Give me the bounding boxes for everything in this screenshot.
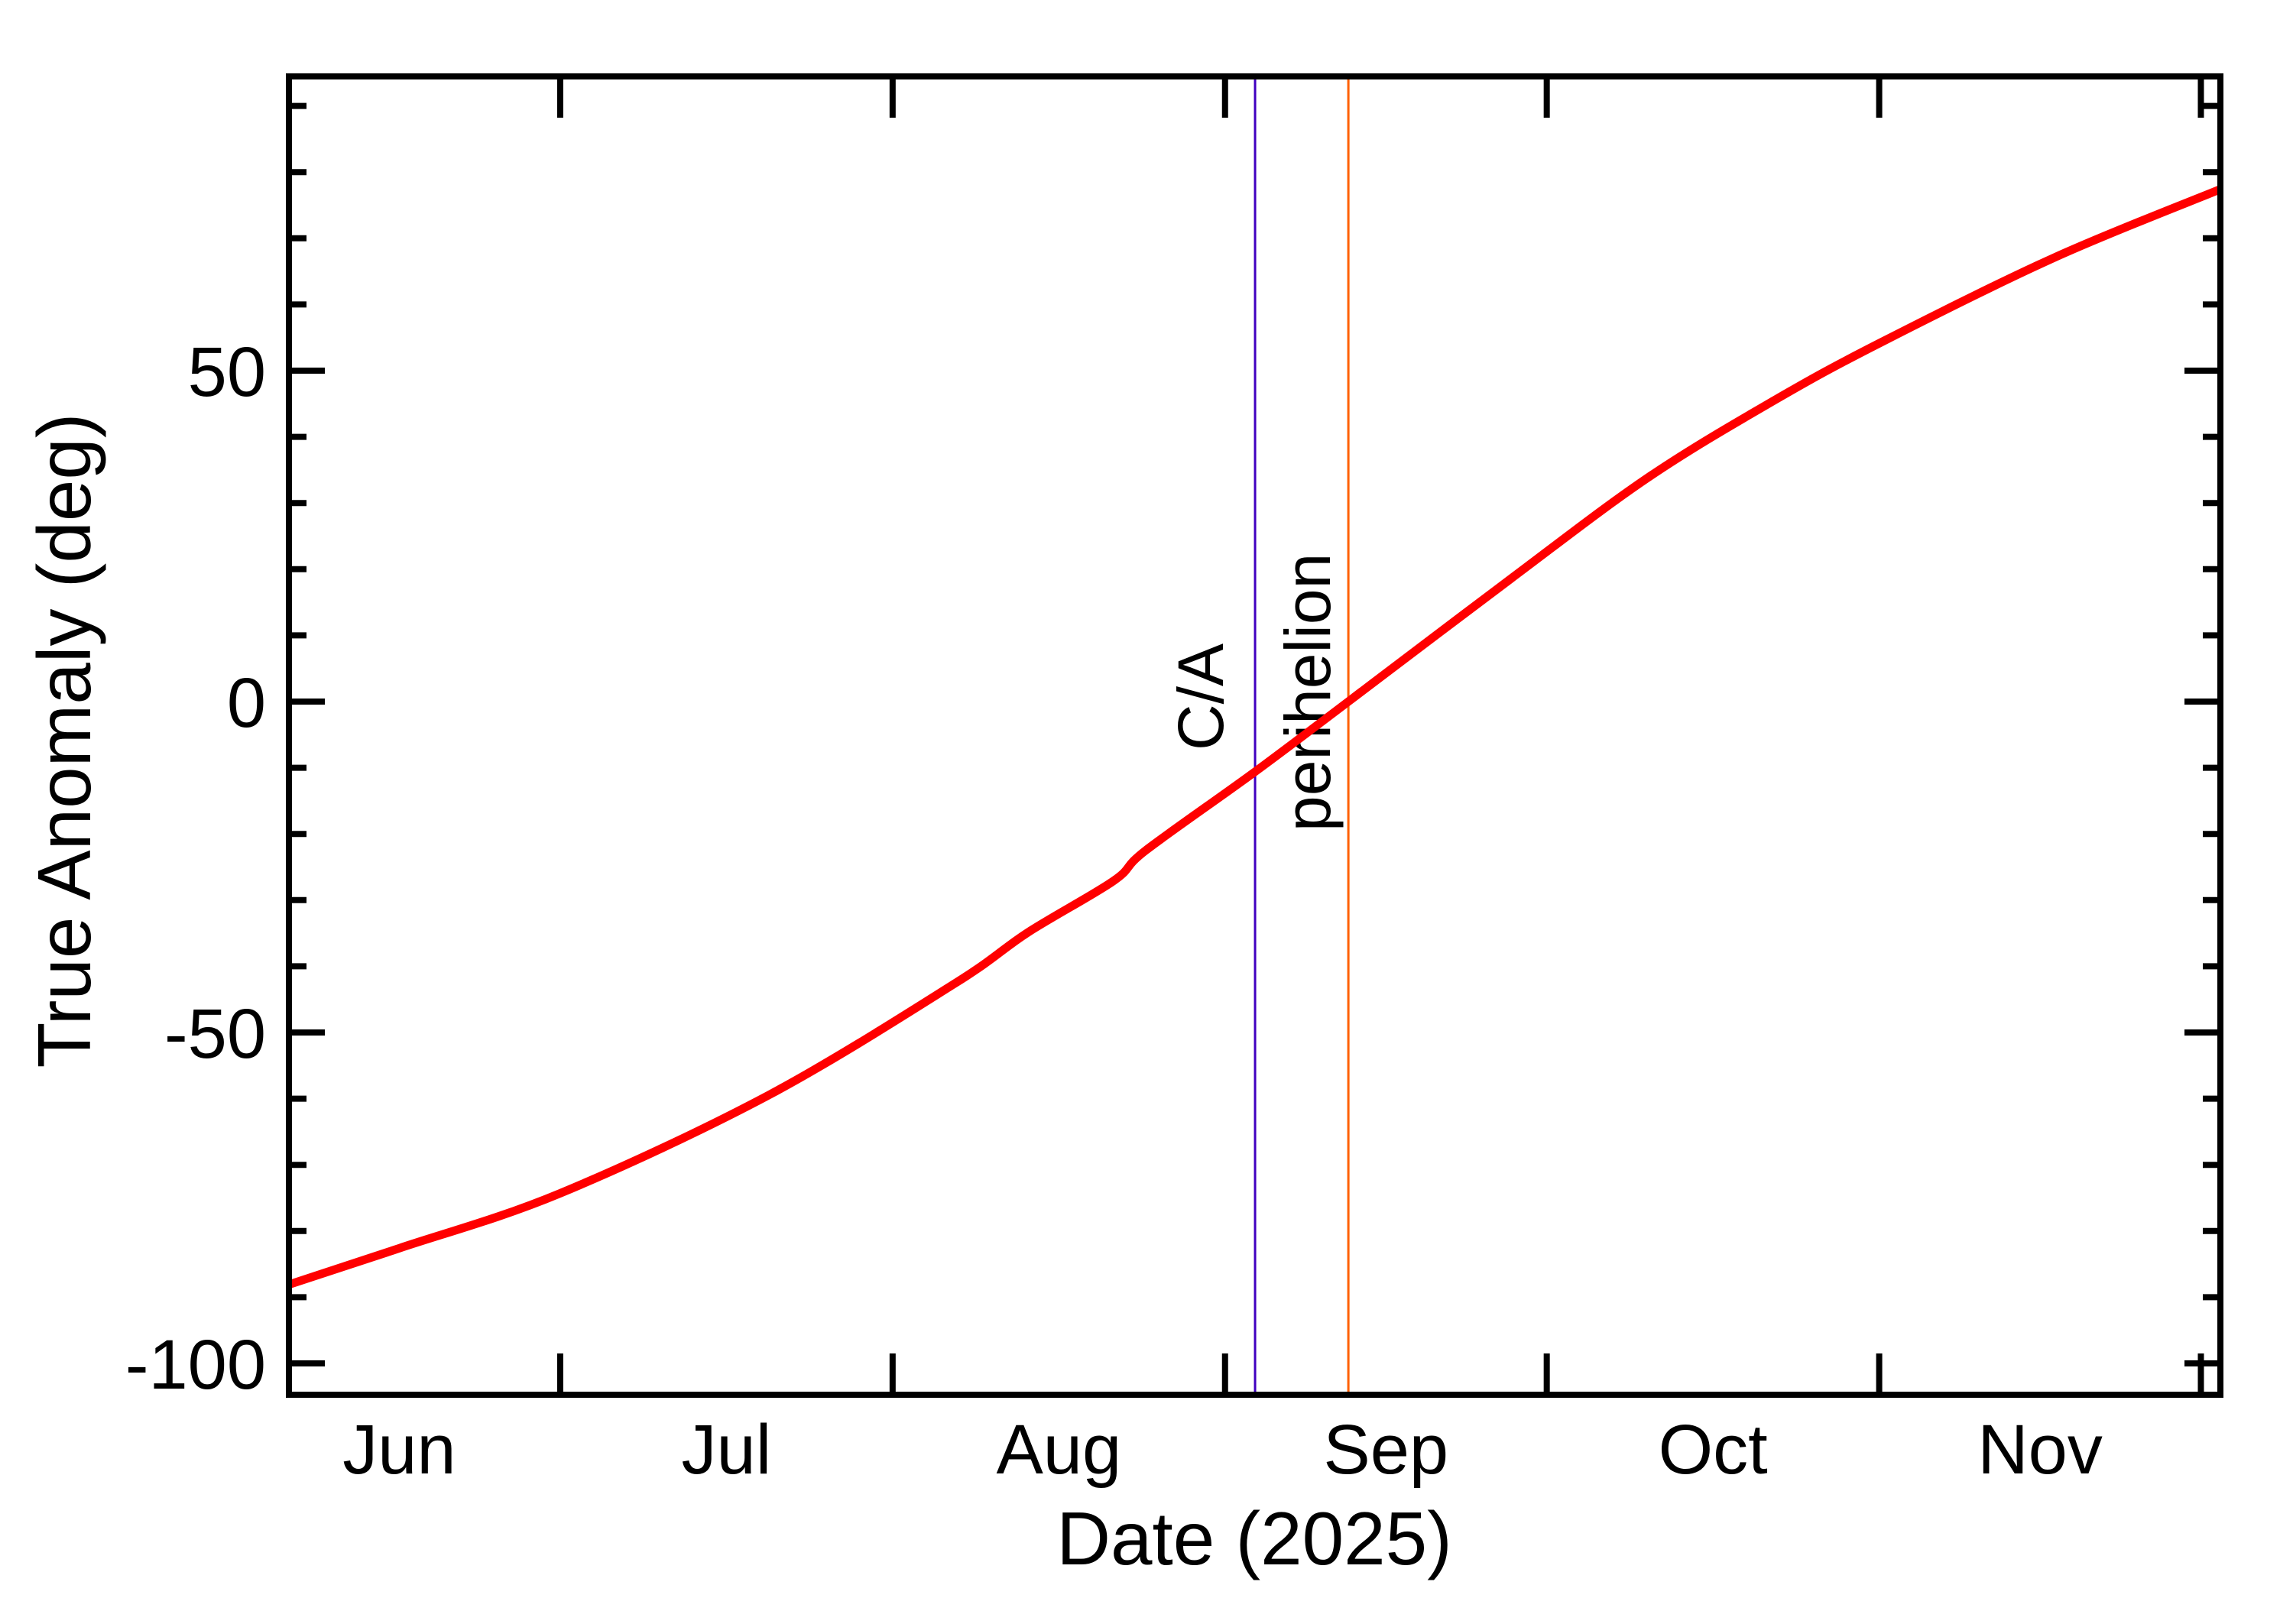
x-tick-label: Jun xyxy=(342,1411,456,1489)
axis-ticks xyxy=(289,76,2220,1395)
true-anomaly-curve xyxy=(289,185,2220,1289)
y-tick-label: 50 xyxy=(188,333,266,411)
y-tick-label: -50 xyxy=(164,995,266,1073)
perihelion-label: perihelion xyxy=(1272,553,1344,831)
x-tick-label: Aug xyxy=(996,1411,1121,1489)
x-tick-label: Oct xyxy=(1659,1411,1768,1489)
y-axis-title: True Anomaly (deg) xyxy=(22,413,106,1068)
x-axis-title: Date (2025) xyxy=(1056,1496,1452,1580)
x-tick-label: Jul xyxy=(682,1411,772,1489)
closest-approach-label: C/A xyxy=(1165,643,1237,750)
y-tick-label: 0 xyxy=(227,664,266,742)
y-tick-label: -100 xyxy=(125,1326,266,1404)
x-tick-label: Nov xyxy=(1977,1411,2103,1489)
tick-labels: Jun Jul Aug Sep Oct Nov 50 0 -50 -100 xyxy=(125,333,2103,1489)
x-tick-label: Sep xyxy=(1323,1411,1448,1489)
plot-frame xyxy=(286,73,2223,1398)
